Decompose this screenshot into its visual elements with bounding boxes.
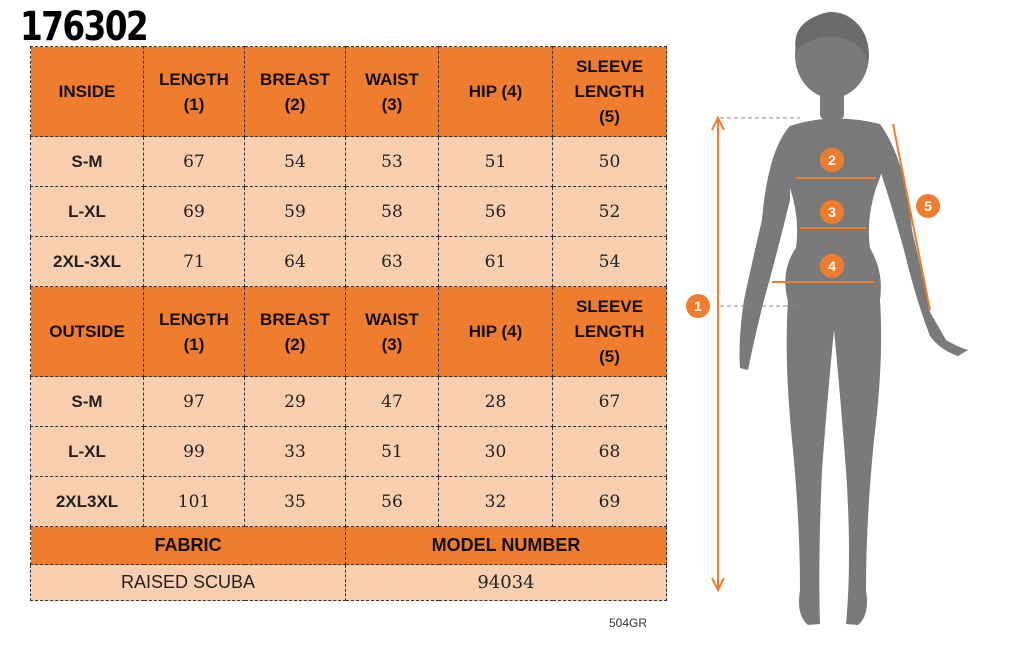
size-label: S-M bbox=[30, 376, 144, 427]
product-code: 176302 bbox=[20, 4, 149, 50]
table-cell: 54 bbox=[244, 136, 346, 187]
table-cell: 35 bbox=[244, 476, 346, 527]
table-cell: 101 bbox=[143, 476, 245, 527]
header-cell: SLEEVE LENGTH (5) bbox=[552, 286, 667, 377]
header-cell: OUTSIDE bbox=[30, 286, 144, 377]
size-label: L-XL bbox=[30, 186, 144, 237]
marker-4: 4 bbox=[820, 254, 844, 278]
outside-header-row: OUTSIDE LENGTH (1) BREAST (2) WAIST (3) … bbox=[30, 286, 667, 377]
footer-code: 504GR bbox=[609, 616, 648, 630]
table-cell: 67 bbox=[552, 376, 667, 427]
table-cell: 32 bbox=[438, 476, 553, 527]
size-label: 2XL-3XL bbox=[30, 236, 144, 287]
header-cell: BREAST (2) bbox=[244, 46, 346, 137]
table-row: L-XL 69 59 58 56 52 bbox=[30, 186, 667, 237]
table-cell: 47 bbox=[345, 376, 439, 427]
table-cell: 69 bbox=[143, 186, 245, 237]
table-cell: 52 bbox=[552, 186, 667, 237]
table-cell: 30 bbox=[438, 426, 553, 477]
size-label: 2XL3XL bbox=[30, 476, 144, 527]
size-label: S-M bbox=[30, 136, 144, 187]
table-cell: 53 bbox=[345, 136, 439, 187]
table-cell: 58 bbox=[345, 186, 439, 237]
table-cell: 68 bbox=[552, 426, 667, 477]
marker-1-label: 1 bbox=[694, 298, 702, 314]
table-cell: 99 bbox=[143, 426, 245, 477]
header-cell: LENGTH (1) bbox=[143, 46, 245, 137]
marker-5-label: 5 bbox=[924, 198, 932, 214]
table-cell: 67 bbox=[143, 136, 245, 187]
table-cell: 50 bbox=[552, 136, 667, 187]
table-row: S-M 67 54 53 51 50 bbox=[30, 136, 667, 187]
table-row: S-M 97 29 47 28 67 bbox=[30, 376, 667, 427]
table-cell: 63 bbox=[345, 236, 439, 287]
table-cell: 64 bbox=[244, 236, 346, 287]
fabric-header-row: FABRIC MODEL NUMBER bbox=[30, 526, 667, 565]
fabric-value: RAISED SCUBA bbox=[30, 564, 346, 601]
marker-2-label: 2 bbox=[828, 152, 836, 168]
measurement-lines bbox=[711, 115, 931, 593]
size-chart-table: INSIDE LENGTH (1) BREAST (2) WAIST (3) H… bbox=[30, 46, 667, 601]
table-cell: 71 bbox=[143, 236, 245, 287]
table-cell: 69 bbox=[552, 476, 667, 527]
marker-4-label: 4 bbox=[828, 258, 836, 274]
table-cell: 54 bbox=[552, 236, 667, 287]
marker-3: 3 bbox=[820, 200, 844, 224]
table-cell: 56 bbox=[345, 476, 439, 527]
model-number-label: MODEL NUMBER bbox=[345, 526, 667, 565]
silhouette-icon bbox=[739, 12, 968, 625]
table-cell: 33 bbox=[244, 426, 346, 477]
header-cell: HIP (4) bbox=[438, 46, 553, 137]
header-cell: WAIST (3) bbox=[345, 286, 439, 377]
body-measurement-figure: 1 2 3 4 5 bbox=[686, 12, 968, 625]
table-cell: 59 bbox=[244, 186, 346, 237]
fabric-value-row: RAISED SCUBA 94034 bbox=[30, 564, 667, 601]
header-cell: WAIST (3) bbox=[345, 46, 439, 137]
table-row: 2XL3XL 101 35 56 32 69 bbox=[30, 476, 667, 527]
table-row: 2XL-3XL 71 64 63 61 54 bbox=[30, 236, 667, 287]
fabric-label: FABRIC bbox=[30, 526, 346, 565]
table-cell: 51 bbox=[438, 136, 553, 187]
table-cell: 61 bbox=[438, 236, 553, 287]
table-cell: 28 bbox=[438, 376, 553, 427]
size-label: L-XL bbox=[30, 426, 144, 477]
header-cell: LENGTH (1) bbox=[143, 286, 245, 377]
marker-1: 1 bbox=[686, 294, 710, 318]
header-cell: INSIDE bbox=[30, 46, 144, 137]
table-row: L-XL 99 33 51 30 68 bbox=[30, 426, 667, 477]
inside-header-row: INSIDE LENGTH (1) BREAST (2) WAIST (3) H… bbox=[30, 46, 667, 137]
marker-2: 2 bbox=[820, 148, 844, 172]
marker-3-label: 3 bbox=[828, 204, 836, 220]
header-cell: SLEEVE LENGTH (5) bbox=[552, 46, 667, 137]
table-cell: 97 bbox=[143, 376, 245, 427]
header-cell: HIP (4) bbox=[438, 286, 553, 377]
marker-5: 5 bbox=[916, 194, 940, 218]
table-cell: 29 bbox=[244, 376, 346, 427]
table-cell: 51 bbox=[345, 426, 439, 477]
table-cell: 56 bbox=[438, 186, 553, 237]
model-number-value: 94034 bbox=[345, 564, 667, 601]
header-cell: BREAST (2) bbox=[244, 286, 346, 377]
